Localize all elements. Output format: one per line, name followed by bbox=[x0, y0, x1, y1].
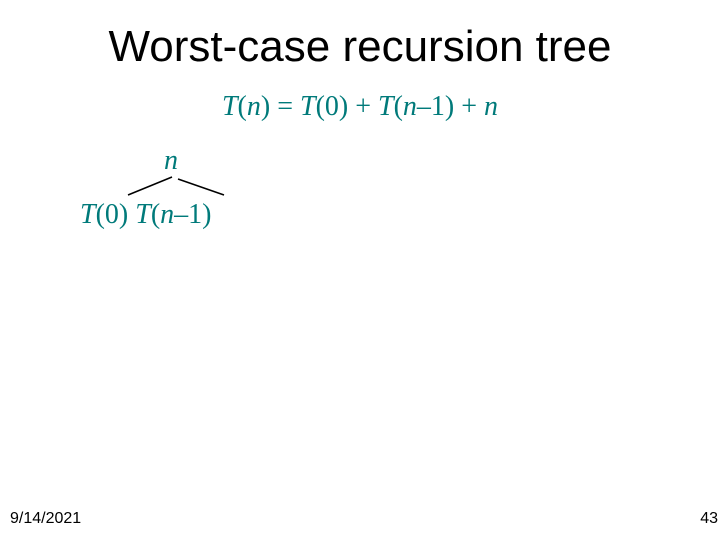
leaf-left-zero: 0 bbox=[105, 199, 119, 230]
branch-left bbox=[128, 177, 172, 195]
eq-n2: n bbox=[403, 91, 417, 122]
eq-plus: + bbox=[348, 91, 378, 122]
recurrence-equation: T(n) = T(0) + T(n–1) + n bbox=[0, 90, 720, 123]
eq-eq: = bbox=[270, 91, 300, 122]
leaf-right-close: ) bbox=[202, 199, 211, 230]
slide-title: Worst-case recursion tree bbox=[0, 22, 720, 72]
eq-close3: ) bbox=[445, 91, 454, 122]
footer-page-number: 43 bbox=[700, 510, 718, 528]
eq-open2: ( bbox=[316, 91, 325, 122]
branch-right bbox=[178, 179, 224, 195]
leaf-left-T: T bbox=[80, 199, 96, 230]
eq-zero: 0 bbox=[325, 91, 339, 122]
eq-n3: n bbox=[484, 91, 498, 122]
footer-date: 9/14/2021 bbox=[10, 510, 81, 528]
recursion-tree: n T(0) T(n–1) bbox=[80, 145, 340, 265]
leaf-left-close: ) bbox=[119, 199, 128, 230]
eq-open: ( bbox=[238, 91, 247, 122]
eq-T3: T bbox=[378, 91, 394, 122]
leaf-right-minus: – bbox=[174, 199, 188, 230]
leaf-right-one: 1 bbox=[188, 199, 202, 230]
leaf-right-n: n bbox=[160, 199, 174, 230]
leaf-right-open: ( bbox=[151, 199, 160, 230]
eq-close: ) bbox=[261, 91, 270, 122]
eq-T2: T bbox=[300, 91, 316, 122]
tree-leaves: T(0) T(n–1) bbox=[80, 199, 211, 231]
eq-open3: ( bbox=[394, 91, 403, 122]
leaf-left-open: ( bbox=[96, 199, 105, 230]
eq-plus2: + bbox=[454, 91, 484, 122]
tree-branches bbox=[120, 173, 240, 201]
leaf-right-T: T bbox=[135, 199, 151, 230]
eq-n: n bbox=[247, 91, 261, 122]
eq-minus: – bbox=[417, 91, 431, 122]
eq-one: 1 bbox=[431, 91, 445, 122]
eq-T: T bbox=[222, 91, 238, 122]
eq-close2: ) bbox=[339, 91, 348, 122]
